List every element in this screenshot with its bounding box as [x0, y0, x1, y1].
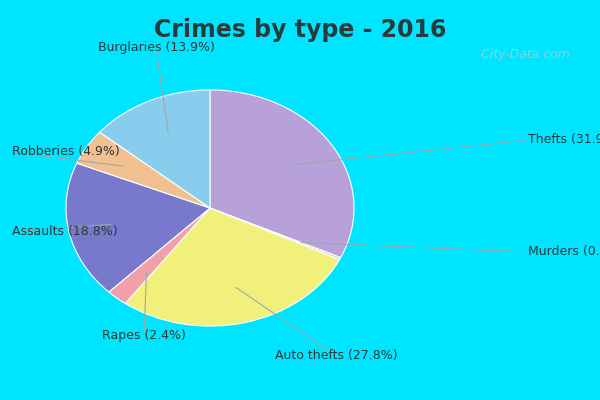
- Text: Burglaries (13.9%): Burglaries (13.9%): [98, 42, 214, 54]
- Wedge shape: [210, 208, 341, 260]
- Text: Rapes (2.4%): Rapes (2.4%): [102, 330, 186, 342]
- Text: Crimes by type - 2016: Crimes by type - 2016: [154, 18, 446, 42]
- Text: Murders (0.3%): Murders (0.3%): [528, 246, 600, 258]
- Text: Assaults (18.8%): Assaults (18.8%): [12, 226, 118, 238]
- Text: Thefts (31.9%): Thefts (31.9%): [528, 134, 600, 146]
- Wedge shape: [210, 90, 354, 258]
- Text: City-Data.com: City-Data.com: [473, 48, 570, 61]
- Text: Robberies (4.9%): Robberies (4.9%): [12, 146, 120, 158]
- Wedge shape: [66, 163, 210, 292]
- Wedge shape: [125, 208, 340, 326]
- Wedge shape: [77, 132, 210, 208]
- Wedge shape: [100, 90, 210, 208]
- Text: Auto thefts (27.8%): Auto thefts (27.8%): [275, 350, 397, 362]
- Wedge shape: [109, 208, 210, 304]
